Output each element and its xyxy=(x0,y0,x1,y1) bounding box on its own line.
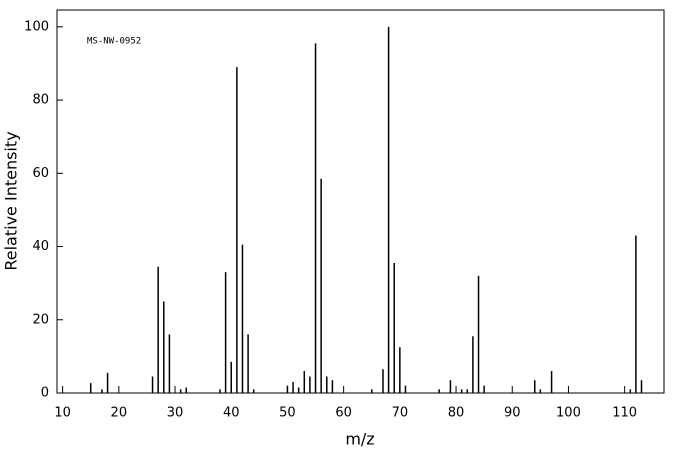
y-tick-label: 100 xyxy=(24,19,49,34)
x-tick-label: 10 xyxy=(54,406,71,421)
x-tick-label: 70 xyxy=(392,406,409,421)
x-tick-label: 100 xyxy=(556,406,581,421)
x-tick-label: 60 xyxy=(335,406,352,421)
x-tick-label: 40 xyxy=(223,406,240,421)
y-tick-label: 40 xyxy=(32,239,49,254)
x-tick-label: 80 xyxy=(448,406,465,421)
y-tick-label: 20 xyxy=(32,312,49,327)
x-tick-label: 30 xyxy=(167,406,184,421)
x-tick-label: 110 xyxy=(612,406,637,421)
y-tick-label: 80 xyxy=(32,93,49,108)
x-axis-label: m/z xyxy=(345,430,374,449)
x-tick-label: 20 xyxy=(111,406,128,421)
y-tick-label: 0 xyxy=(41,386,49,401)
x-tick-label: 50 xyxy=(279,406,296,421)
y-tick-label: 60 xyxy=(32,166,49,181)
plot-frame xyxy=(56,9,665,394)
x-tick-label: 90 xyxy=(504,406,521,421)
y-axis-label: Relative Intensity xyxy=(2,131,21,270)
annotation: MS-NW-0952 xyxy=(87,37,141,47)
